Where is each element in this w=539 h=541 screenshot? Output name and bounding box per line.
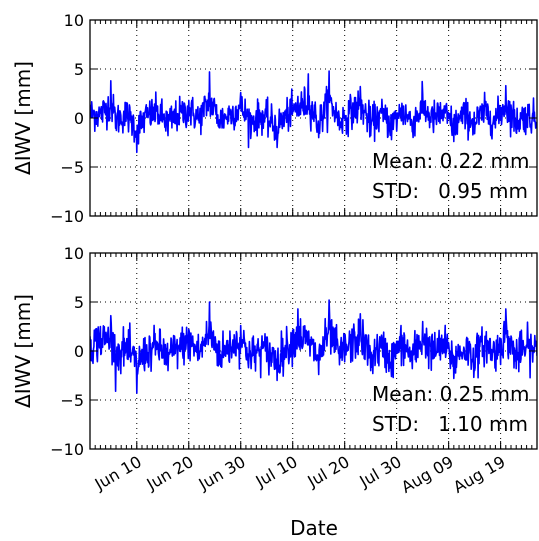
annotation-mean: Mean: 0.22 mm	[372, 149, 529, 173]
y-axis-label: ΔIWV [mm]	[11, 294, 35, 408]
x-tick-label: Jun 30	[195, 452, 249, 494]
y-tick-label: 10	[64, 11, 84, 30]
annotation-mean: Mean: 0.25 mm	[372, 382, 529, 406]
x-tick-label: Aug 09	[398, 452, 457, 497]
y-tick-label: −5	[60, 391, 84, 410]
x-tick-label: Jul 20	[304, 452, 353, 491]
x-tick-label: Jun 10	[91, 452, 145, 494]
x-tick-label: Jul 10	[252, 452, 301, 491]
y-tick-label: −10	[50, 440, 84, 459]
panel-2: 10 5 0 −5 −10 ΔIWV [mm] Mean: 0.25 mm STD: 1.10…	[11, 244, 538, 459]
x-axis-label: Date	[290, 516, 338, 540]
data-line	[90, 70, 537, 154]
x-tick-label: Jun 20	[143, 452, 197, 494]
y-tick-label: −10	[50, 207, 84, 226]
panel-1: 10 5 0 −5 −10 ΔIWV [mm] Mean: 0.22 mm STD: 0.95…	[11, 11, 538, 226]
y-axis-label: ΔIWV [mm]	[11, 61, 35, 175]
annotation-std: STD: 0.95 mm	[372, 179, 528, 203]
y-tick-label: 0	[74, 342, 84, 361]
y-tick-label: 5	[74, 60, 84, 79]
annotation-std: STD: 1.10 mm	[372, 412, 528, 436]
y-tick-label: −5	[60, 158, 84, 177]
y-tick-label: 0	[74, 109, 84, 128]
y-tick-label: 5	[74, 293, 84, 312]
data-line	[90, 299, 537, 394]
x-tick-label: Jul 30	[356, 452, 405, 491]
y-tick-label: 10	[64, 244, 84, 263]
x-tick-label: Aug 19	[450, 452, 509, 497]
panels: 10 5 0 −5 −10 ΔIWV [mm] Mean: 0.22 mm STD: 0.95…	[11, 11, 538, 459]
